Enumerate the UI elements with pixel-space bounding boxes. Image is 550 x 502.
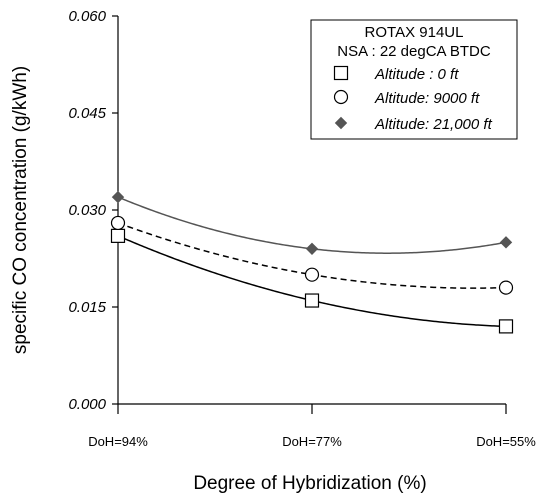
legend-marker — [333, 89, 349, 105]
data-point — [498, 280, 514, 295]
data-point — [304, 267, 320, 282]
data-point — [499, 236, 513, 249]
y-tick-label: 0.000 — [68, 396, 106, 413]
y-tick-label: 0.045 — [68, 105, 106, 122]
series-layer — [110, 190, 514, 334]
legend-label: Altitude: 9000 ft — [374, 90, 480, 107]
data-point — [110, 215, 126, 231]
legend-label: Altitude : 0 ft — [374, 66, 459, 83]
data-point — [304, 293, 320, 308]
y-tick-label: 0.030 — [68, 202, 106, 219]
x-tick-label: DoH=77% — [282, 434, 342, 449]
legend-entries: Altitude : 0 ft Altitude: 9000 ft Altitude… — [333, 65, 493, 133]
y-axis: 0.000 0.015 0.030 0.045 0.060 — [68, 8, 119, 413]
legend-title-line-1: ROTAX 914UL — [365, 24, 464, 41]
x-axis-label: Degree of Hybridization (%) — [193, 473, 426, 494]
y-tick-label: 0.015 — [68, 299, 106, 316]
data-point — [498, 319, 514, 334]
x-axis: DoH=94% DoH=77% DoH=55% — [88, 403, 536, 449]
series-2 — [110, 215, 514, 295]
data-point — [110, 228, 126, 243]
x-tick-label: DoH=55% — [476, 434, 536, 449]
y-tick-label: 0.060 — [68, 8, 106, 25]
legend-marker — [334, 116, 348, 130]
series-3 — [111, 190, 513, 256]
legend-marker — [333, 65, 349, 81]
legend-title-line-2: NSA : 22 degCA BTDC — [337, 43, 491, 60]
data-point — [305, 242, 319, 256]
data-point — [111, 190, 125, 204]
legend-label: Altitude: 21,000 ft — [374, 116, 493, 133]
legend: ROTAX 914UL NSA : 22 degCA BTDC Altitude… — [310, 19, 518, 140]
y-axis-label: specific CO concentration (g/kWh) — [10, 66, 31, 354]
x-tick-label: DoH=94% — [88, 434, 148, 449]
